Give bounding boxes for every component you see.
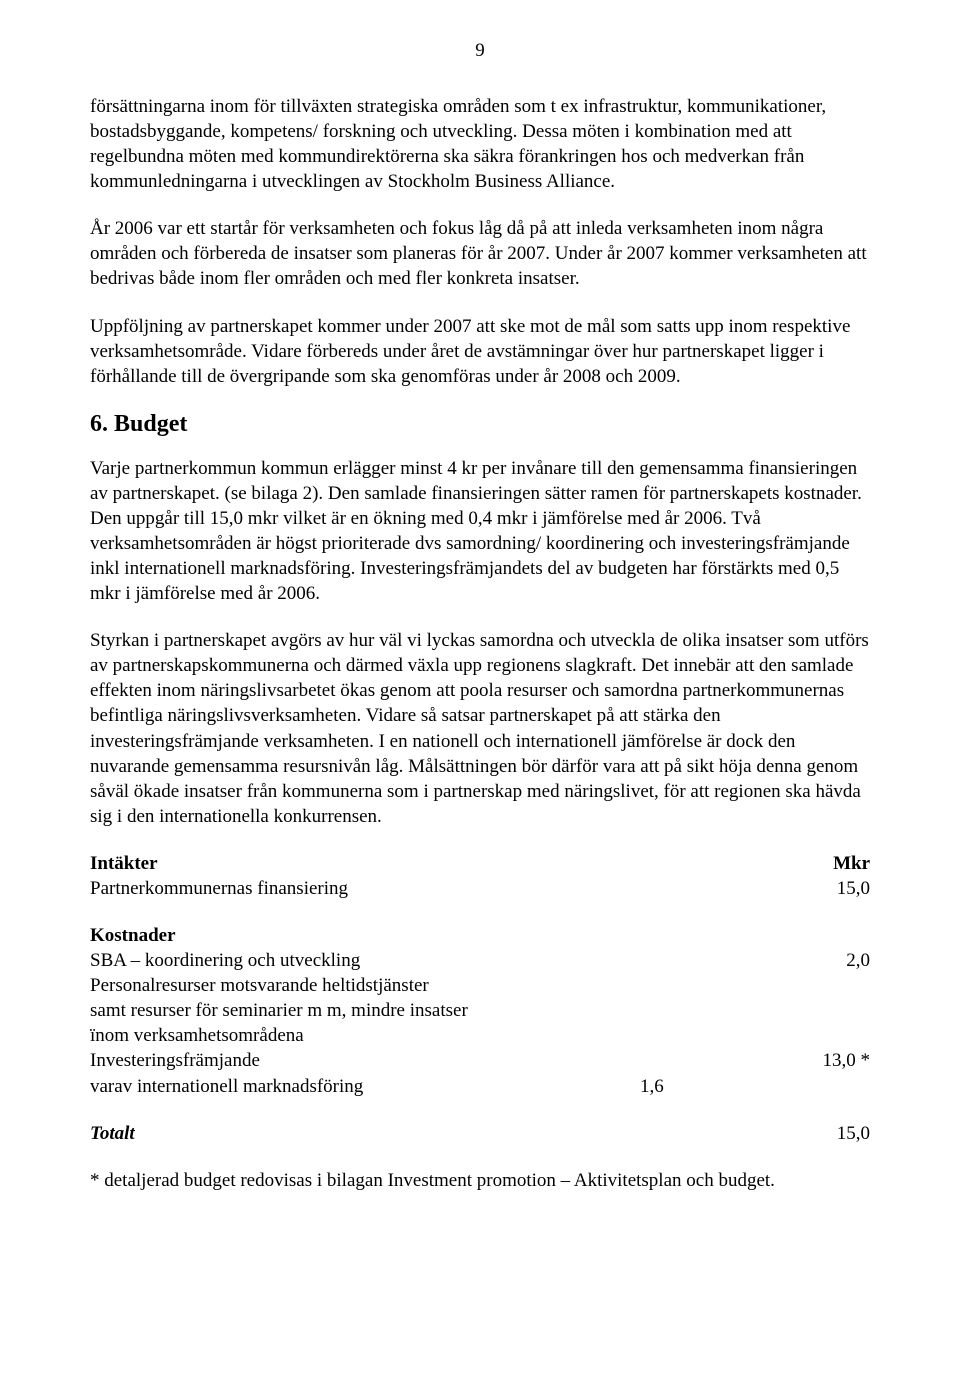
intakter-label: Intäkter — [90, 851, 780, 876]
empty-cell — [780, 1023, 870, 1048]
kostnader-row-4: ïnom verksamhetsområdena — [90, 1023, 870, 1048]
empty-cell — [780, 973, 870, 998]
kostnader-row-5-value: 13,0 * — [780, 1048, 870, 1073]
empty-cell — [780, 1074, 870, 1099]
totalt-row: Totalt 15,0 — [90, 1121, 870, 1146]
kostnader-row-4-label: ïnom verksamhetsområdena — [90, 1023, 780, 1048]
totalt-label: Totalt — [90, 1121, 780, 1146]
kostnader-row-6: varav internationell marknadsföring 1,6 — [90, 1074, 870, 1099]
kostnader-row-2-label: Personalresurser motsvarande heltidstjän… — [90, 973, 780, 998]
intakter-header-row: Intäkter Mkr — [90, 851, 870, 876]
kostnader-label: Kostnader — [90, 923, 780, 948]
kostnader-row-5-label: Investeringsfrämjande — [90, 1048, 780, 1073]
kostnader-row-2: Personalresurser motsvarande heltidstjän… — [90, 973, 870, 998]
intakter-row-1-value: 15,0 — [780, 876, 870, 901]
mkr-label: Mkr — [780, 851, 870, 876]
kostnader-row-1-label: SBA – koordinering och utveckling — [90, 948, 780, 973]
kostnader-row-3: samt resurser för seminarier m m, mindre… — [90, 998, 870, 1023]
kostnader-header-row: Kostnader — [90, 923, 870, 948]
paragraph-2: År 2006 var ett startår för verksamheten… — [90, 216, 870, 291]
paragraph-1: försättningarna inom för tillväxten stra… — [90, 94, 870, 194]
document-page: 9 försättningarna inom för tillväxten st… — [0, 0, 960, 1381]
heading-budget: 6. Budget — [90, 411, 870, 438]
kostnader-row-1: SBA – koordinering och utveckling 2,0 — [90, 948, 870, 973]
intakter-row-1-label: Partnerkommunernas finansiering — [90, 876, 780, 901]
kostnader-block: Kostnader SBA – koordinering och utveckl… — [90, 923, 870, 1099]
page-number: 9 — [90, 40, 870, 62]
paragraph-3: Uppföljning av partnerskapet kommer unde… — [90, 314, 870, 389]
paragraph-4: Varje partnerkommun kommun erlägger mins… — [90, 456, 870, 606]
paragraph-5: Styrkan i partnerskapet avgörs av hur vä… — [90, 628, 870, 829]
empty-cell — [780, 998, 870, 1023]
intakter-block: Intäkter Mkr Partnerkommunernas finansie… — [90, 851, 870, 901]
kostnader-row-5: Investeringsfrämjande 13,0 * — [90, 1048, 870, 1073]
footnote: * detaljerad budget redovisas i bilagan … — [90, 1168, 870, 1193]
intakter-row-1: Partnerkommunernas finansiering 15,0 — [90, 876, 870, 901]
kostnader-row-6-mid: 1,6 — [640, 1074, 780, 1099]
empty-cell — [780, 923, 870, 948]
kostnader-row-1-value: 2,0 — [780, 948, 870, 973]
kostnader-row-6-label: varav internationell marknadsföring — [90, 1074, 640, 1099]
kostnader-row-3-label: samt resurser för seminarier m m, mindre… — [90, 998, 780, 1023]
totalt-value: 15,0 — [780, 1121, 870, 1146]
totalt-block: Totalt 15,0 — [90, 1121, 870, 1146]
